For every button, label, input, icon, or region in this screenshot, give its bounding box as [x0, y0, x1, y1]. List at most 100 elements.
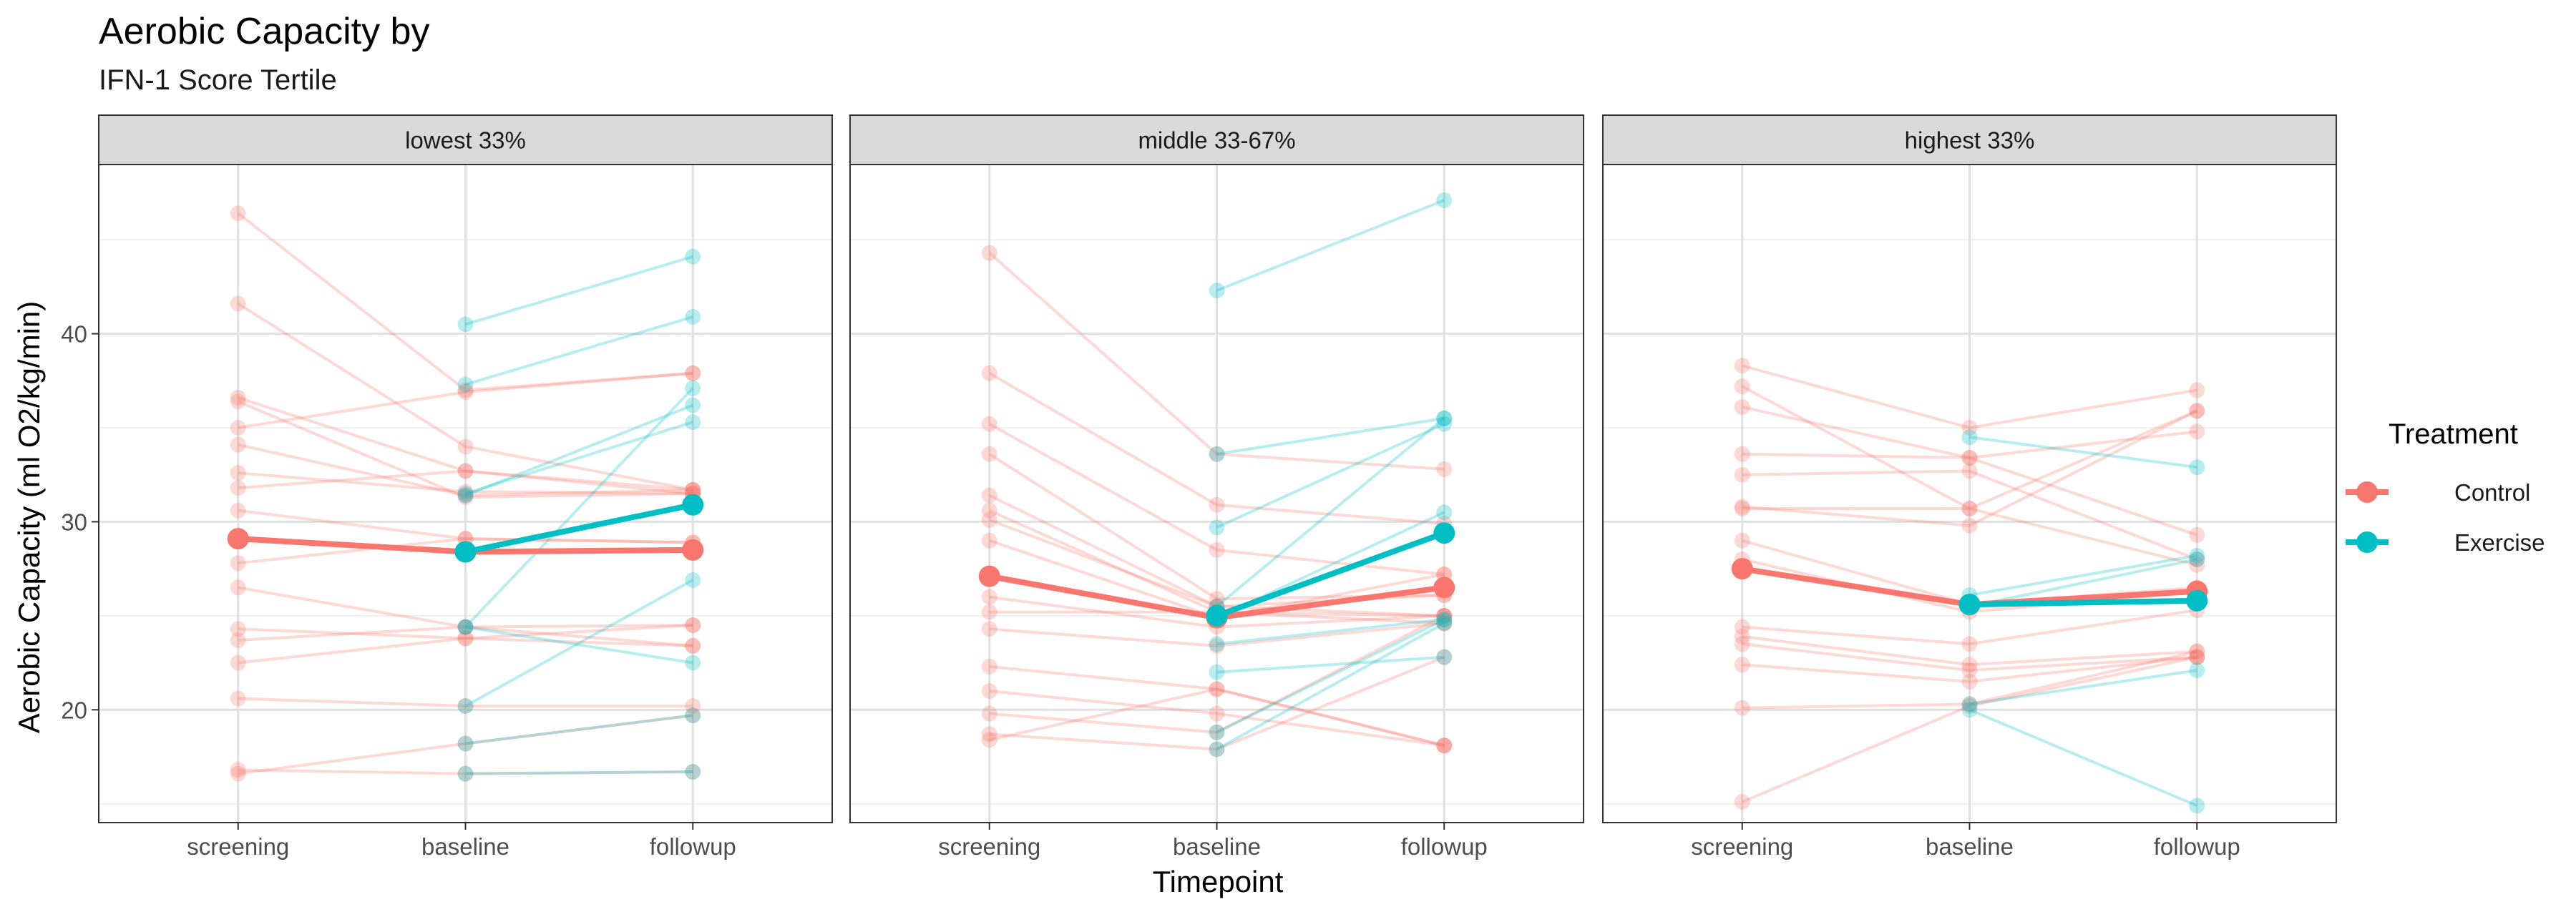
subject-point-control	[1436, 737, 1453, 754]
subject-line-control	[237, 212, 693, 392]
subject-point-exercise	[1961, 696, 1978, 712]
subject-line-exercise	[1216, 199, 1445, 292]
subject-point-exercise	[685, 572, 701, 588]
subject-point-control	[1734, 636, 1750, 652]
subject-point-control	[1961, 450, 1978, 466]
subject-point-control	[1734, 657, 1750, 673]
subject-line-control	[238, 396, 693, 495]
subject-point-control	[981, 532, 997, 549]
x-axis-title: Timepoint	[1153, 865, 1284, 898]
subject-point-control	[981, 446, 997, 462]
subject-line-control	[238, 768, 693, 775]
subject-point-control	[2189, 423, 2205, 440]
subject-line-exercise	[464, 403, 693, 497]
subject-point-control	[1436, 461, 1453, 477]
x-tick-label: baseline	[1173, 833, 1261, 860]
subject-point-control	[685, 481, 701, 498]
subject-point-control	[1961, 463, 1978, 479]
subject-point-control	[685, 365, 701, 381]
mean-point-exercise	[2186, 589, 2208, 612]
subject-point-exercise	[1209, 446, 1225, 462]
subject-point-control	[457, 765, 474, 782]
subject-line-exercise	[1969, 436, 2197, 469]
subject-point-control	[1961, 450, 1978, 466]
subject-point-control	[685, 481, 701, 498]
subject-point-control	[2189, 551, 2205, 567]
x-tick-label: followup	[2154, 833, 2240, 860]
subject-point-exercise	[685, 764, 701, 780]
subject-point-control	[981, 365, 997, 381]
subject-point-control	[2189, 382, 2205, 398]
subject-point-control	[685, 637, 701, 654]
subject-point-exercise	[1436, 410, 1453, 426]
legend-item-control: Control	[2346, 479, 2530, 506]
subject-point-exercise	[1209, 664, 1225, 680]
subject-line-exercise	[465, 625, 693, 665]
subject-point-control	[230, 621, 246, 637]
subject-point-control	[1209, 724, 1225, 740]
subject-line-exercise	[464, 315, 693, 386]
subject-point-exercise	[2189, 798, 2205, 814]
subject-point-control	[1209, 637, 1225, 654]
subject-point-control	[230, 632, 246, 649]
subject-point-control	[685, 707, 701, 724]
mean-point-exercise	[1958, 594, 1981, 616]
subject-point-control	[1961, 420, 1978, 436]
subject-line-exercise	[464, 387, 694, 629]
legend-item-exercise: Exercise	[2346, 529, 2545, 556]
subject-point-exercise	[1436, 612, 1453, 628]
subject-point-exercise	[1209, 283, 1225, 299]
subject-line-control	[238, 509, 693, 544]
subject-point-control	[685, 764, 701, 780]
legend-label: Exercise	[2454, 529, 2545, 556]
subject-line-exercise	[1216, 618, 1445, 734]
subject-point-control	[1734, 501, 1750, 517]
subject-point-control	[1961, 673, 1978, 690]
mean-line-exercise	[464, 501, 694, 555]
subject-point-control	[457, 487, 474, 504]
x-tick-label: screening	[187, 833, 289, 860]
subject-line-control	[989, 665, 1445, 747]
mean-point-control	[682, 539, 704, 561]
subject-point-exercise	[457, 698, 474, 715]
subject-point-control	[230, 555, 246, 572]
subject-point-control	[1209, 496, 1225, 513]
chart-subtitle: IFN-1 Score Tertile	[99, 64, 337, 96]
subject-line-control	[238, 371, 693, 429]
facet-strip	[1602, 114, 2337, 165]
subject-point-control	[230, 205, 246, 222]
subject-point-control	[1734, 466, 1750, 483]
subject-point-control	[1209, 541, 1225, 558]
subject-line-control	[1742, 469, 2197, 561]
subject-line-control	[988, 422, 1445, 577]
subject-point-control	[1961, 696, 1978, 712]
subject-point-control	[1961, 698, 1978, 715]
facet-panel: lowest 33% screening baseline followup 20 30 4…	[61, 114, 833, 860]
facet-strip	[98, 114, 833, 165]
subject-point-control	[1436, 615, 1453, 632]
subject-line-control	[1742, 452, 2197, 536]
subject-line-control	[238, 471, 693, 495]
subject-point-control	[981, 604, 997, 620]
subject-line-exercise	[1216, 417, 1445, 608]
subject-point-exercise	[457, 735, 474, 752]
subject-point-control	[1209, 705, 1225, 722]
mean-point-control	[1731, 558, 1753, 580]
subject-point-control	[457, 463, 474, 479]
subject-line-control	[1742, 608, 2197, 646]
y-tick-label: 40	[61, 321, 87, 348]
subject-point-control	[457, 619, 474, 635]
subject-point-control	[685, 481, 701, 498]
subject-point-control	[1961, 501, 1978, 517]
subject-point-control	[457, 735, 474, 752]
subject-line-exercise	[465, 714, 693, 745]
subject-point-control	[457, 384, 474, 401]
facet-strip-label: lowest 33%	[405, 127, 526, 154]
subject-point-control	[1734, 446, 1750, 462]
subject-line-control	[238, 714, 693, 775]
subject-line-control	[237, 302, 693, 491]
subject-point-control	[1436, 649, 1453, 665]
subject-point-control	[230, 690, 246, 707]
subject-point-control	[981, 658, 997, 675]
